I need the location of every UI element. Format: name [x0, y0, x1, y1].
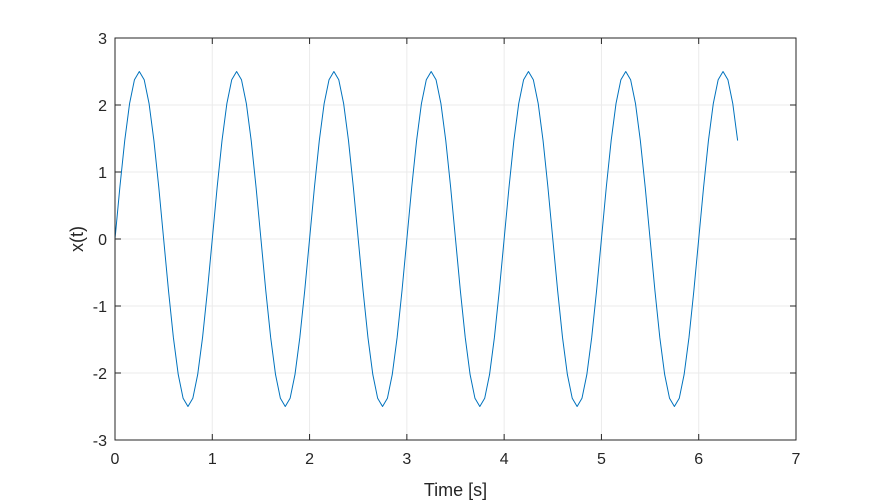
ticks: 0 1 2 3 4 5 6 7 -3 -2 -1 0 1 2 3 — [93, 31, 801, 468]
series-line-0 — [114, 71, 739, 407]
x-tick-label: 5 — [597, 451, 606, 468]
x-tick-label: 1 — [208, 451, 217, 468]
y-tick-label: 0 — [98, 232, 107, 249]
x-tick-label: 4 — [500, 451, 509, 468]
y-tick-label: -1 — [93, 299, 107, 316]
y-tick-label: 2 — [98, 98, 107, 115]
x-tick-label: 7 — [792, 451, 801, 468]
y-tick-label: 1 — [98, 165, 107, 182]
x-tick-label: 6 — [694, 451, 703, 468]
y-tick-label: 3 — [98, 31, 107, 48]
data-series — [114, 71, 739, 407]
x-tick-label: 2 — [305, 451, 314, 468]
x-axis-label: Time [s] — [424, 480, 487, 500]
y-tick-label: -3 — [93, 433, 107, 450]
x-tick-label: 3 — [402, 451, 411, 468]
y-tick-label: -2 — [93, 366, 107, 383]
y-axis-label: x(t) — [67, 226, 87, 252]
x-tick-label: 0 — [111, 451, 120, 468]
